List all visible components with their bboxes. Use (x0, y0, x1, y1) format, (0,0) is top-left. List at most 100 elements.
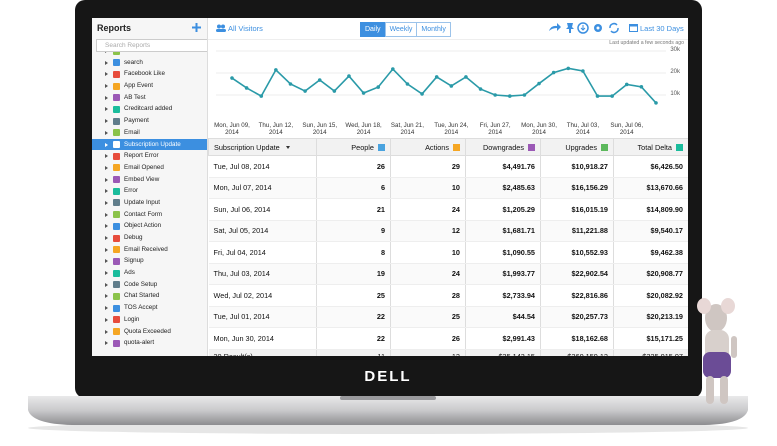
period-button[interactable]: Monthly (416, 22, 451, 37)
footer-cell: $35,143.15 (465, 348, 541, 356)
report-label: Ads (124, 269, 135, 277)
table-cell: 25 (316, 284, 391, 307)
report-item[interactable]: Debug (92, 232, 207, 244)
column-swatch (528, 143, 535, 151)
report-item[interactable]: App Event (92, 80, 207, 92)
data-point (551, 70, 556, 75)
table-cell: $1,681.71 (465, 220, 541, 242)
report-item[interactable]: Chat Started (92, 290, 207, 302)
period-button[interactable]: Daily (360, 22, 386, 37)
sort-caret (285, 145, 290, 149)
expand-arrow (105, 84, 108, 89)
table-row[interactable]: Sat, Jul 05, 2014 9 12 $1,681.71 $11,221.88 $… (208, 220, 688, 242)
report-item[interactable]: Update Input (92, 197, 207, 209)
expand-arrow (105, 72, 108, 77)
table-footer: 30 Result(s) 11 12 $35,143.15 $360,159.12 $32… (208, 348, 688, 356)
column-header[interactable]: Total Delta (613, 138, 688, 156)
table-row[interactable]: Thu, Jul 03, 2014 19 24 $1,993.77 $22,902.54… (208, 263, 688, 285)
report-item[interactable]: Ads (92, 267, 207, 279)
toolbar: All Visitors Daily Weekly Monthly Last 30 … (208, 18, 688, 40)
report-icon (113, 117, 120, 125)
report-item[interactable]: Error (92, 185, 207, 197)
column-header[interactable]: People (316, 138, 391, 156)
table-row[interactable]: Sun, Jul 06, 2014 21 24 $1,205.29 $16,015.19… (208, 198, 688, 221)
report-item[interactable]: Object Action (92, 220, 207, 232)
table-cell: $11,221.88 (540, 220, 614, 242)
table-cell: 26 (390, 327, 466, 350)
toolbar-icons[interactable] (548, 22, 628, 34)
report-item[interactable]: Quota Exceeded (92, 326, 207, 338)
sidebar: Reports Search Reports Downloadsearch Fac… (92, 18, 208, 356)
data-point (288, 82, 293, 86)
footer-cell: 12 (390, 348, 466, 356)
report-label: quota-alert (124, 339, 155, 347)
x-tick-label: Tue, Jun 24, 2014 (434, 122, 469, 136)
table-header: Subscription Update People Actions Downgrad… (208, 138, 688, 156)
report-item[interactable]: Email Received (92, 244, 207, 256)
report-icon (113, 257, 120, 265)
expand-arrow (105, 212, 108, 217)
report-item[interactable]: TOS Accept (92, 302, 207, 314)
table-cell: $2,733.94 (465, 284, 541, 307)
report-item[interactable]: Code Setup (92, 279, 207, 291)
search-input[interactable]: Search Reports (96, 39, 207, 52)
data-point (522, 93, 527, 97)
report-item[interactable]: quota-alert (92, 337, 207, 349)
report-icon (113, 304, 120, 312)
add-button[interactable] (192, 23, 201, 32)
date-range[interactable]: Last 30 Days (640, 24, 684, 33)
footer-cell: 11 (316, 348, 391, 356)
column-header[interactable]: Downgrades (465, 138, 541, 156)
table-cell: Sun, Jul 06, 2014 (208, 198, 317, 221)
data-point (244, 86, 249, 90)
table-row[interactable]: Tue, Jul 08, 2014 26 29 $4,491.76 $10,918.27… (208, 155, 688, 178)
expand-arrow (105, 224, 108, 229)
report-item[interactable]: AB Test (92, 92, 207, 104)
table-row[interactable]: Mon, Jun 30, 2014 22 26 $2,991.43 $18,162.68… (208, 327, 688, 350)
data-point (259, 94, 264, 98)
data-point (361, 91, 366, 95)
report-icon (113, 292, 120, 300)
table-row[interactable]: Mon, Jul 07, 2014 6 10 $2,485.63 $16,156.29 $… (208, 177, 688, 199)
report-item[interactable]: Creditcard added (92, 103, 207, 115)
column-label: Total Delta (637, 142, 672, 152)
table-cell: $1,090.55 (465, 241, 541, 264)
table-row[interactable]: Wed, Jul 02, 2014 25 28 $2,733.94 $22,816.86… (208, 284, 688, 307)
report-item[interactable]: Subscription Update (92, 138, 207, 151)
column-label: People (351, 142, 374, 152)
table-cell: $16,156.29 (540, 177, 614, 199)
period-button[interactable]: Weekly (384, 22, 418, 37)
report-icon (113, 339, 120, 347)
table-cell: $22,902.54 (540, 263, 614, 285)
report-icon (113, 316, 120, 324)
report-item[interactable]: Login (92, 314, 207, 326)
segment-dropdown[interactable]: All Visitors (228, 24, 263, 33)
report-label: Subscription Update (124, 140, 181, 148)
report-item[interactable]: Payment (92, 115, 207, 127)
table-row[interactable]: Fri, Jul 04, 2014 8 10 $1,090.55 $10,552.93 $… (208, 241, 688, 264)
report-icon (113, 211, 120, 219)
report-item[interactable]: Contact Form (92, 209, 207, 221)
sidebar-title: Reports (97, 23, 132, 33)
report-label: Update Input (124, 198, 161, 206)
expand-arrow (105, 259, 108, 264)
data-point (507, 94, 512, 98)
expand-arrow (105, 282, 108, 287)
report-item[interactable]: Download (92, 52, 207, 57)
report-item[interactable]: Report Error (92, 150, 207, 162)
report-item[interactable]: Email Opened (92, 162, 207, 174)
column-header[interactable]: Actions (390, 138, 466, 156)
expand-arrow (105, 142, 108, 147)
data-point (405, 82, 410, 86)
report-label: Email (124, 128, 140, 136)
table-row[interactable]: Tue, Jul 01, 2014 22 25 $44.54 $20,257.73 $20… (208, 306, 688, 328)
report-item[interactable]: search (92, 57, 207, 69)
table-cell: $44.54 (465, 306, 541, 328)
report-item[interactable]: Facebook Like (92, 68, 207, 80)
report-item[interactable]: Email (92, 127, 207, 139)
report-item[interactable]: Embed View (92, 174, 207, 186)
report-label: Payment (124, 117, 149, 125)
column-header[interactable]: Subscription Update (208, 138, 317, 156)
report-item[interactable]: Signup (92, 255, 207, 267)
column-header[interactable]: Upgrades (540, 138, 614, 156)
